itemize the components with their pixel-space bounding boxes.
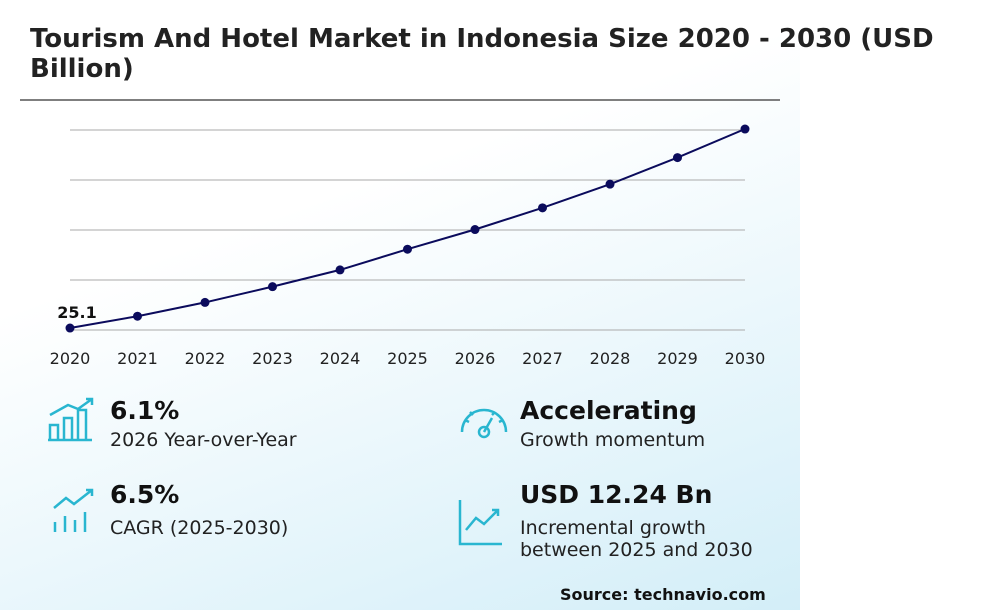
highlight-value: 6.5% — [110, 480, 180, 509]
point — [268, 282, 277, 292]
highlight-label: Growth momentum — [520, 429, 706, 451]
point — [403, 244, 412, 254]
icons — [48, 397, 508, 546]
point — [200, 297, 210, 307]
highlight-label: Incremental growth between 2025 and 2030 — [520, 517, 753, 561]
icon-gauge — [460, 408, 508, 433]
point — [538, 203, 547, 213]
highlight-value: Accelerating — [520, 396, 697, 425]
highlight-value: 6.1% — [110, 396, 180, 425]
x-tick-label: 2025 — [387, 349, 428, 368]
highlight-value: USD 12.24 Bn — [520, 480, 713, 509]
highlight-label: 2026 Year-over-Year — [110, 429, 297, 451]
icon-growth — [458, 500, 502, 546]
point — [133, 311, 142, 321]
x-tick-label: 2024 — [320, 349, 361, 368]
line — [69, 128, 746, 330]
x-tick-label: 2030 — [725, 349, 766, 368]
highlight-label: CAGR (2025-2030) — [110, 517, 289, 539]
point — [740, 124, 750, 134]
point — [65, 323, 75, 333]
point — [673, 153, 682, 163]
x-tick-label: 2020 — [50, 349, 91, 368]
x-tick-label: 2026 — [455, 349, 496, 368]
source: Source: technavio.com — [560, 585, 766, 604]
x-tick-label: 2028 — [590, 349, 631, 368]
icon-bars — [48, 397, 94, 442]
data-label: 25.1 — [57, 303, 96, 322]
icon-gauge-center — [477, 425, 491, 439]
x-tick-label: 2027 — [522, 349, 563, 368]
point — [335, 265, 345, 275]
icon-trend — [53, 488, 94, 532]
point — [470, 225, 480, 235]
point — [605, 179, 615, 189]
chart-title: Tourism And Hotel Market in Indonesia Si… — [30, 24, 934, 84]
x-tick-label: 2022 — [185, 349, 226, 368]
x-tick-label: 2029 — [657, 349, 698, 368]
x-tick-label: 2021 — [117, 349, 158, 368]
x-tick-label: 2023 — [252, 349, 293, 368]
background — [0, 0, 800, 610]
